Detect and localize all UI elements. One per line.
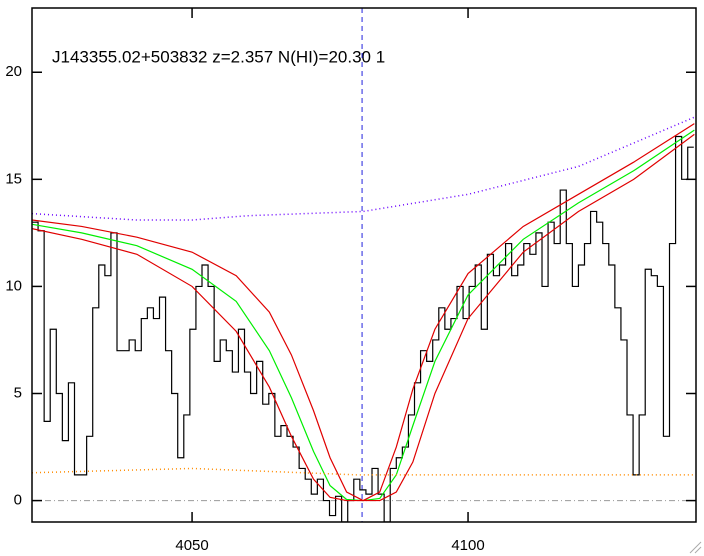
series-line (32, 135, 694, 522)
y-tick-label: 15 (5, 170, 22, 187)
series-line (32, 133, 695, 502)
annotation: J143355.02+503832 z=2.357 N(HI)=20.30 1 (52, 47, 385, 66)
y-tick-label: 5 (14, 384, 22, 401)
x-tick-label: 4100 (451, 537, 484, 554)
y-tick-label: 20 (5, 63, 22, 80)
y-tick-label: 10 (5, 277, 22, 294)
resize-grip (689, 541, 702, 554)
x-tick-label: 4050 (175, 537, 208, 554)
series-line (32, 467, 695, 476)
series-line (32, 123, 695, 502)
series-line (32, 116, 695, 221)
y-tick-label: 0 (14, 492, 22, 509)
plot-frame (31, 7, 697, 523)
